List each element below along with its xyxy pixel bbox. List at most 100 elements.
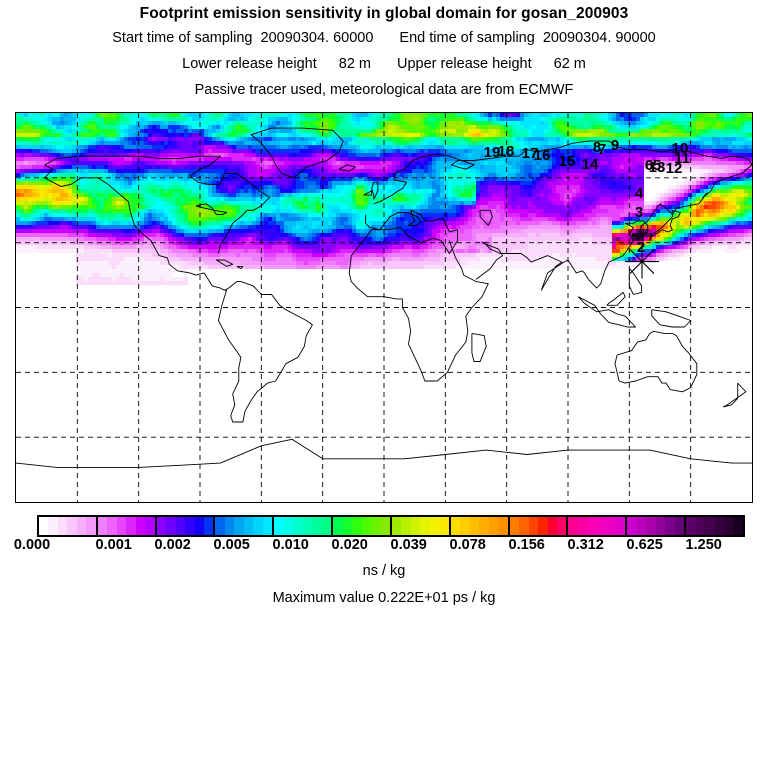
colorbar-band-4 xyxy=(274,517,334,535)
colorbar-step xyxy=(556,517,567,535)
colorbar-step xyxy=(67,517,77,535)
colorbar-band-3 xyxy=(215,517,275,535)
end-time-label: End time of sampling xyxy=(399,30,535,46)
colorbar-step xyxy=(587,517,597,535)
colorbar-band-6 xyxy=(391,517,451,535)
colorbar-tick-9: 0.312 xyxy=(567,537,604,553)
colorbar-step xyxy=(156,517,167,535)
colorbar-step xyxy=(107,517,117,535)
colorbar-band-0 xyxy=(39,517,98,535)
colorbar-step xyxy=(86,517,96,535)
upper-release-height-value: 62 m xyxy=(553,56,586,72)
day-label-6: 6 xyxy=(645,157,653,174)
colorbar-step xyxy=(312,517,322,535)
colorbar-step xyxy=(175,517,186,535)
colorbar-step xyxy=(253,517,263,535)
colorbar-step xyxy=(646,517,656,535)
colorbar xyxy=(37,515,745,537)
colorbar-tick-11: 1.250 xyxy=(685,537,722,553)
colorbar-band-9 xyxy=(568,517,628,535)
colorbar-step xyxy=(674,517,685,535)
day-label-7: 7 xyxy=(598,141,606,158)
colorbar-band-2 xyxy=(156,517,216,535)
maximum-value-label: Maximum value 0.222E+01 ps / kg xyxy=(272,590,496,606)
colorbar-tick-1: 0.001 xyxy=(95,537,132,553)
day-label-18: 18 xyxy=(498,143,515,160)
colorbar-step xyxy=(714,517,724,535)
colorbar-tick-3: 0.005 xyxy=(213,537,250,553)
colorbar-step xyxy=(429,517,440,535)
day-label-14: 14 xyxy=(582,156,599,173)
graticule xyxy=(16,113,752,502)
colorbar-step xyxy=(401,517,411,535)
colorbar-step xyxy=(439,517,449,535)
colorbar-step xyxy=(488,517,499,535)
colorbar-step xyxy=(224,517,235,535)
day-label-3: 3 xyxy=(635,204,643,221)
colorbar-band-7 xyxy=(450,517,510,535)
colorbar-step xyxy=(302,517,313,535)
day-label-16: 16 xyxy=(534,147,551,164)
colorbar-step xyxy=(615,517,626,535)
colorbar-step xyxy=(145,517,155,535)
release-site-marker xyxy=(625,244,660,279)
colorbar-step xyxy=(528,517,539,535)
colorbar-step xyxy=(606,517,616,535)
colorbar-step xyxy=(655,517,666,535)
colorbar-step xyxy=(39,517,49,535)
colorbar-step xyxy=(519,517,529,535)
day-label-10: 10 xyxy=(672,140,689,157)
day-label-4: 4 xyxy=(635,185,644,202)
sampling-time-line: Start time of sampling 20090304. 60000 End… xyxy=(0,30,768,46)
colorbar-unit-label: ns / kg xyxy=(362,563,406,579)
colorbar-band-5 xyxy=(333,517,392,535)
colorbar-step xyxy=(342,517,353,535)
colorbar-gradient xyxy=(39,517,743,535)
colorbar-step xyxy=(126,517,136,535)
colorbar-tick-7: 0.078 xyxy=(449,537,486,553)
colorbar-step xyxy=(321,517,332,535)
colorbar-step xyxy=(135,517,146,535)
colorbar-step xyxy=(293,517,303,535)
colorbar-step xyxy=(627,517,637,535)
end-time-value: 20090304. 90000 xyxy=(542,30,656,46)
colorbar-tick-4: 0.010 xyxy=(272,537,309,553)
day-label-5: 5 xyxy=(653,157,661,174)
colorbar-step xyxy=(352,517,362,535)
colorbar-band-10 xyxy=(627,517,687,535)
start-time-label: Start time of sampling xyxy=(112,30,253,46)
colorbar-step xyxy=(695,517,706,535)
colorbar-band-1 xyxy=(97,517,157,535)
footprint-concentration-field: 2 3 4 5 6 13 12 11 10 9 8 7 14 15 16 17 18 19 xyxy=(16,113,752,502)
colorbar-step xyxy=(262,517,273,535)
colorbar-step xyxy=(596,517,607,535)
colorbar-step xyxy=(204,517,214,535)
colorbar-step xyxy=(547,517,557,535)
day-label-13: 13 xyxy=(649,159,666,176)
colorbar-step xyxy=(410,517,421,535)
release-height-line: Lower release height 82 m Upper release he… xyxy=(0,56,768,72)
colorbar-step xyxy=(665,517,675,535)
colorbar-step xyxy=(97,517,108,535)
colorbar-step xyxy=(450,517,461,535)
tracer-note: Passive tracer used, meteorological data… xyxy=(194,82,574,98)
colorbar-step xyxy=(498,517,508,535)
day-label-2: 2 xyxy=(637,239,645,256)
colorbar-band-11 xyxy=(686,517,743,535)
colorbar-step xyxy=(76,517,87,535)
colorbar-step xyxy=(194,517,204,535)
colorbar-tick-10: 0.625 xyxy=(626,537,663,553)
colorbar-step xyxy=(509,517,520,535)
plume-field xyxy=(16,113,752,285)
colorbar-tick-labels: 0.000 0.001 0.002 0.005 0.010 0.020 0.039 0.078… xyxy=(0,537,768,556)
colorbar-step xyxy=(185,517,195,535)
colorbar-tick-8: 0.156 xyxy=(508,537,545,553)
day-label-15: 15 xyxy=(559,153,576,170)
colorbar-step xyxy=(380,517,390,535)
lower-release-height-label: Lower release height xyxy=(182,56,317,72)
colorbar-step xyxy=(274,517,284,535)
colorbar-step xyxy=(469,517,480,535)
day-label-19: 19 xyxy=(484,144,501,161)
